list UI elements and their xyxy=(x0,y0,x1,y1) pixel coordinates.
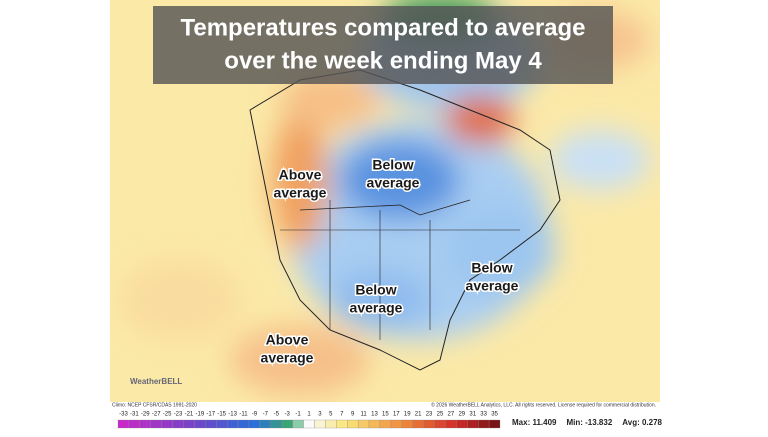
colorbar-swatch xyxy=(357,419,370,429)
colorbar-tick-label: -31 xyxy=(130,412,139,418)
colorbar-swatch xyxy=(183,419,195,429)
colorbar-swatch xyxy=(292,419,304,429)
colorbar-tick-label: -27 xyxy=(152,412,161,418)
colorbar-swatch xyxy=(401,419,413,429)
colorbar-swatch xyxy=(248,419,261,429)
colorbar-swatch xyxy=(478,419,490,429)
region-label: average xyxy=(466,278,519,294)
region-label: average xyxy=(367,175,420,191)
colorbar-swatch xyxy=(150,419,162,429)
title: Temperatures compared to average xyxy=(180,14,585,41)
region-label: average xyxy=(350,300,403,316)
colorbar-tick-label: 31 xyxy=(469,412,476,418)
colorbar-swatch xyxy=(368,419,381,429)
credit: Climo: NCEP CFSR/CDAS 1991-2020 xyxy=(112,402,197,408)
colorbar-swatch xyxy=(139,419,151,429)
region-label: Below xyxy=(372,157,413,173)
colorbar: -33 -31 -29 -27 -25 -23 -21 -19 -17 -15 -13 -11 -9 -7… xyxy=(117,412,501,429)
colorbar-tick-label: -19 xyxy=(196,412,205,418)
title-box xyxy=(153,6,613,84)
colorbar-swatch xyxy=(237,419,250,429)
colorbar-swatch xyxy=(117,419,130,429)
colorbar-tick-label: 5 xyxy=(329,412,333,418)
title: over the week ending May 4 xyxy=(224,47,542,74)
colorbar-swatch xyxy=(467,419,479,429)
colorbar-tick-label: -33 xyxy=(119,412,128,418)
colorbar-tick-label: -11 xyxy=(239,412,248,418)
colorbar-swatch xyxy=(172,419,184,429)
credit: © 2026 WeatherBELL Analytics, LLC. All r… xyxy=(431,401,656,408)
region-label: Above xyxy=(279,167,322,183)
colorbar-swatch xyxy=(194,419,206,429)
colorbar-swatch xyxy=(347,419,359,429)
colorbar-tick-label: 21 xyxy=(415,412,422,418)
colorbar-tick-label: 7 xyxy=(340,412,344,418)
colorbar-swatch xyxy=(336,419,348,429)
colorbar-tick-label: 17 xyxy=(393,412,400,418)
region-label: Above xyxy=(266,332,309,348)
colorbar-tick-label: 23 xyxy=(426,412,433,418)
colorbar-swatch xyxy=(390,419,402,429)
colorbar-swatch xyxy=(412,419,424,429)
stat: Min: -13.832 xyxy=(566,418,612,427)
colorbar-swatch xyxy=(434,419,446,429)
colorbar-tick-label: -1 xyxy=(295,412,301,418)
colorbar-swatch xyxy=(259,419,271,429)
colorbar-tick-label: 27 xyxy=(448,412,455,418)
colorbar-swatch xyxy=(488,419,501,429)
colorbar-swatch xyxy=(205,419,217,429)
colorbar-tick-label: -25 xyxy=(163,412,172,418)
colorbar-tick-label: 33 xyxy=(480,412,487,418)
stats: Max: 11.409 Min: -13.832 Avg: 0.278 xyxy=(512,418,663,427)
colorbar-tick-label: 9 xyxy=(351,412,355,418)
region-label: Below xyxy=(471,260,512,276)
colorbar-tick-label: 35 xyxy=(491,412,498,418)
colorbar-swatch xyxy=(314,419,326,429)
colorbar-tick-label: -21 xyxy=(185,412,194,418)
colorbar-tick-label: -5 xyxy=(274,412,280,418)
region-label: average xyxy=(274,185,327,201)
colorbar-tick-label: 3 xyxy=(318,412,322,418)
colorbar-swatch xyxy=(379,419,392,429)
colorbar-tick-label: -29 xyxy=(141,412,150,418)
logo: WeatherBELL xyxy=(130,377,182,386)
colorbar-swatch xyxy=(128,419,140,429)
colorbar-tick-label: 11 xyxy=(360,412,367,418)
colorbar-swatch xyxy=(281,419,293,429)
colorbar-tick-label: 19 xyxy=(404,412,411,418)
region-label: Below xyxy=(355,282,396,298)
region-label: average xyxy=(261,350,314,366)
colorbar-swatch xyxy=(445,419,457,429)
colorbar-tick-label: -17 xyxy=(206,412,215,418)
colorbar-tick-label: -9 xyxy=(252,412,258,418)
colorbar-tick-label: -15 xyxy=(217,412,226,418)
colorbar-swatch xyxy=(226,419,239,429)
colorbar-swatch xyxy=(270,419,282,429)
colorbar-tick-label: 13 xyxy=(371,412,378,418)
colorbar-swatch xyxy=(423,419,435,429)
colorbar-tick-label: 15 xyxy=(382,412,389,418)
colorbar-tick-label: 29 xyxy=(458,412,465,418)
colorbar-tick-label: -3 xyxy=(284,412,290,418)
colorbar-swatch xyxy=(161,419,173,429)
colorbar-tick-label: -13 xyxy=(228,412,237,418)
colorbar-tick-label: -23 xyxy=(174,412,183,418)
colorbar-swatch xyxy=(216,419,228,429)
map-labels: Above average Below average Below average Belo… xyxy=(259,155,520,367)
colorbar-swatch xyxy=(325,419,337,429)
stat: Max: 11.409 xyxy=(512,418,557,427)
colorbar-tick-label: 25 xyxy=(437,412,444,418)
colorbar-tick-label: -7 xyxy=(263,412,269,418)
colorbar-swatch xyxy=(303,419,315,429)
stat: Avg: 0.278 xyxy=(622,418,662,427)
colorbar-tick-label: 1 xyxy=(307,412,311,418)
colorbar-swatch xyxy=(456,419,468,429)
